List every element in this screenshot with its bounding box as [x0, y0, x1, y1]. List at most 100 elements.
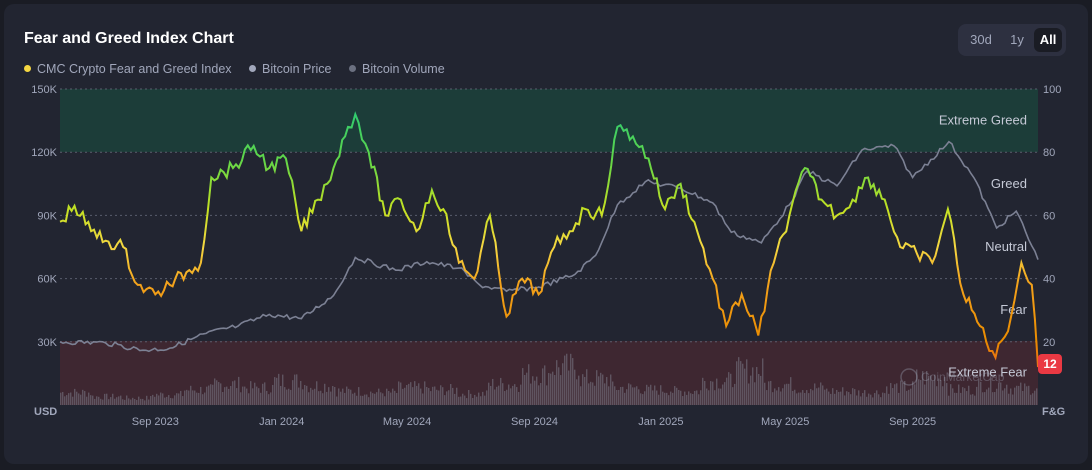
volume-bar	[370, 391, 372, 405]
volume-bar	[996, 388, 998, 405]
volume-bar	[112, 393, 114, 405]
volume-bar	[980, 381, 982, 405]
volume-bar	[248, 393, 250, 405]
volume-bar	[496, 386, 498, 405]
volume-bar	[838, 391, 840, 405]
volume-bar	[636, 386, 638, 405]
volume-bar	[212, 384, 214, 405]
volume-bar	[374, 393, 376, 405]
volume-bar	[288, 388, 290, 405]
volume-bar	[224, 387, 226, 405]
volume-bar	[872, 397, 874, 405]
volume-bar	[250, 381, 252, 405]
volume-bar	[1026, 386, 1028, 405]
zone-label: Greed	[991, 176, 1027, 191]
volume-bar	[444, 395, 446, 405]
volume-bar	[418, 383, 420, 405]
volume-bar	[940, 379, 942, 405]
volume-bar	[252, 388, 254, 405]
volume-bar	[442, 387, 444, 405]
range-1y-button[interactable]: 1y	[1010, 32, 1024, 47]
volume-bar	[258, 388, 260, 405]
volume-bar	[148, 399, 150, 405]
volume-bar	[562, 363, 564, 405]
range-all-button[interactable]: All	[1034, 28, 1062, 52]
volume-bar	[566, 353, 568, 405]
volume-bar	[154, 396, 156, 405]
volume-bar	[772, 392, 774, 405]
volume-bar	[228, 388, 230, 405]
volume-bar	[764, 382, 766, 405]
volume-bar	[286, 389, 288, 405]
volume-bar	[860, 396, 862, 405]
volume-bar	[682, 396, 684, 405]
volume-bar	[666, 392, 668, 405]
volume-bar	[114, 398, 116, 405]
volume-bar	[170, 397, 172, 405]
volume-bar	[110, 397, 112, 405]
legend-item-bitcoin-volume[interactable]: Bitcoin Volume	[348, 62, 445, 76]
volume-bar	[402, 388, 404, 405]
volume-bar	[600, 372, 602, 405]
legend-item-bitcoin-price[interactable]: Bitcoin Price	[249, 62, 332, 76]
volume-bar	[982, 392, 984, 405]
volume-bar	[966, 391, 968, 405]
volume-bar	[488, 382, 490, 405]
volume-bar	[284, 387, 286, 405]
volume-bar	[332, 386, 334, 405]
volume-bar	[210, 384, 212, 405]
volume-bar	[86, 396, 88, 405]
volume-bar	[812, 390, 814, 405]
volume-bar	[300, 380, 302, 405]
usd-tick-label: 30K	[37, 337, 57, 349]
volume-bar	[372, 393, 374, 405]
volume-bar	[656, 390, 658, 405]
legend-dot	[348, 65, 356, 72]
legend-item-fear-greed[interactable]: CMC Crypto Fear and Greed Index	[24, 62, 232, 76]
volume-bar	[970, 394, 972, 405]
volume-bar	[518, 391, 520, 405]
volume-bar	[690, 393, 692, 405]
volume-bar	[784, 384, 786, 405]
volume-bar	[744, 368, 746, 405]
volume-bar	[544, 365, 546, 405]
volume-bar	[644, 391, 646, 405]
volume-bar	[344, 392, 346, 405]
volume-bar	[866, 396, 868, 405]
volume-bar	[410, 382, 412, 405]
volume-bar	[928, 375, 930, 405]
volume-bar	[484, 395, 486, 405]
volume-bar	[192, 390, 194, 405]
volume-bar	[976, 386, 978, 405]
volume-bars	[60, 353, 1038, 405]
volume-bar	[466, 398, 468, 405]
time-tick-label: Jan 2024	[259, 416, 304, 428]
volume-bar	[580, 386, 582, 405]
volume-bar	[952, 388, 954, 405]
volume-bar	[462, 393, 464, 405]
zone-label: Extreme Fear	[948, 365, 1027, 380]
volume-bar	[620, 386, 622, 405]
volume-bar	[162, 393, 164, 405]
zone-label: Fear	[1000, 302, 1027, 317]
volume-bar	[850, 394, 852, 405]
gridlines	[60, 88, 1038, 343]
volume-bar	[302, 389, 304, 405]
volume-bar	[136, 399, 138, 405]
volume-bar	[472, 397, 474, 405]
volume-bar	[268, 394, 270, 405]
volume-bar	[314, 388, 316, 405]
range-30d-button[interactable]: 30d	[970, 32, 992, 47]
volume-bar	[404, 387, 406, 405]
volume-bar	[516, 387, 518, 405]
volume-bar	[238, 376, 240, 405]
volume-bar	[476, 396, 478, 405]
volume-bar	[246, 388, 248, 405]
volume-bar	[900, 380, 902, 405]
volume-bar	[68, 393, 70, 405]
volume-bar	[730, 373, 732, 405]
volume-bar	[650, 384, 652, 405]
volume-bar	[1006, 384, 1008, 405]
volume-bar	[506, 389, 508, 405]
